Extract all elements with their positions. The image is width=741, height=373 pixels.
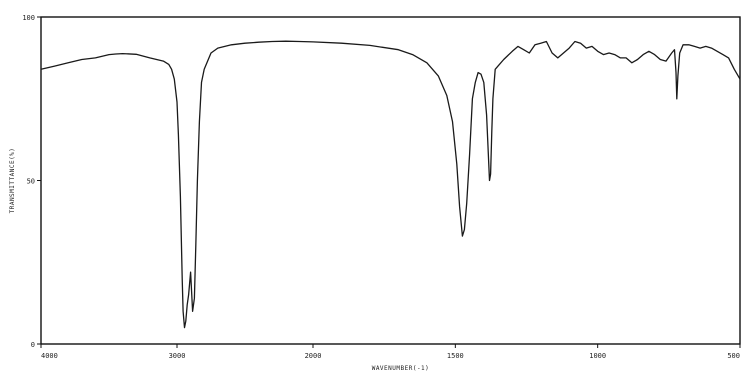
x-tick-label: 2000 [305,352,322,360]
x-tick-label: 500 [727,352,740,360]
x-tick-label: 1000 [589,352,606,360]
series-line [40,40,741,329]
y-tick-label: 50 [27,178,35,186]
y-tick-label: 0 [31,341,35,349]
x-tick-label: 4000 [41,352,58,360]
plot-frame [40,16,741,345]
y-axis-ticks: 0 50 100 [22,14,41,349]
y-axis-label: TRANSMITTANCE(%) [9,148,16,214]
x-axis-label: WAVENUMBER(-1) [372,365,430,372]
x-axis-ticks: 4000 3000 2000 1500 1000 500 [40,344,741,360]
y-tick-label: 100 [22,14,35,22]
x-tick-label: 1500 [447,352,464,360]
x-tick-label: 3000 [169,352,186,360]
